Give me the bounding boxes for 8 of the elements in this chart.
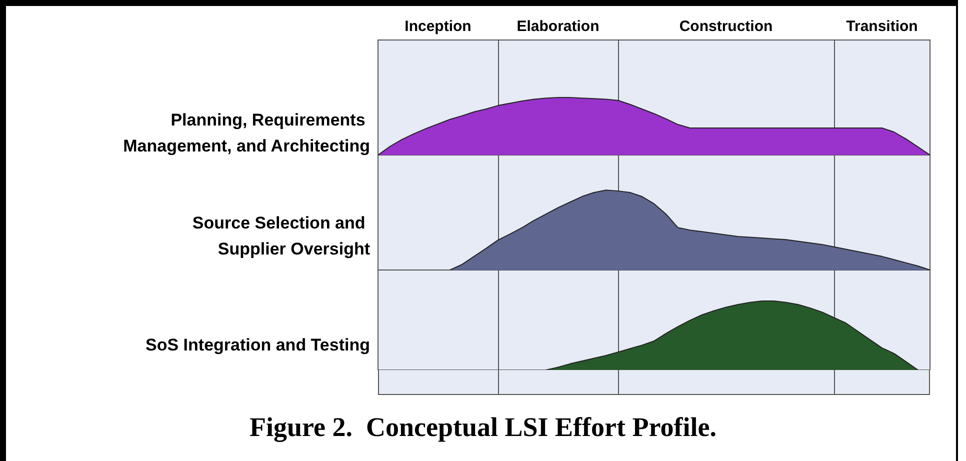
text: Source Selection and Supplier Oversight [192,214,370,258]
x-tick-label: Transition [846,18,918,35]
x-tick-label: Construction [679,18,773,35]
x-tick-label: Inception [404,18,472,35]
caption: Figure 2. Conceptual LSI Effort Profile. [248,412,718,443]
x-tick-label: Elaboration [516,18,600,35]
series-label: Planning, Requirements Management, and Architecting [123,110,370,156]
text: SoS Integration and Testing [146,336,370,354]
